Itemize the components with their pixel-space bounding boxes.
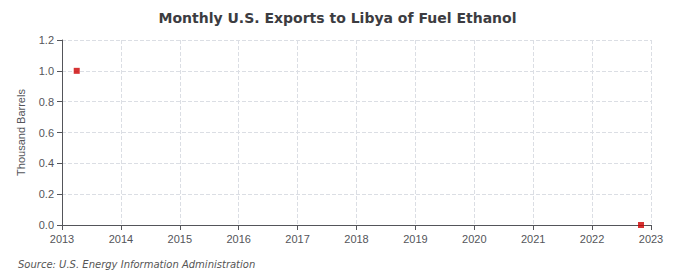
svg-text:2015: 2015	[168, 233, 192, 245]
svg-text:0.2: 0.2	[39, 188, 54, 200]
svg-text:0.6: 0.6	[39, 127, 54, 139]
svg-text:Thousand Barrels: Thousand Barrels	[15, 89, 27, 176]
svg-text:2014: 2014	[109, 233, 133, 245]
svg-text:1.0: 1.0	[39, 65, 54, 77]
svg-text:1.2: 1.2	[39, 34, 54, 46]
svg-text:Monthly U.S. Exports to Libya: Monthly U.S. Exports to Libya of Fuel Et…	[159, 10, 517, 26]
svg-text:2019: 2019	[403, 233, 427, 245]
svg-text:0.4: 0.4	[39, 157, 54, 169]
svg-text:Source: U.S. Energy Informatio: Source: U.S. Energy Information Administ…	[18, 259, 255, 270]
svg-text:2016: 2016	[226, 233, 250, 245]
svg-text:2021: 2021	[521, 233, 545, 245]
svg-text:2020: 2020	[462, 233, 486, 245]
svg-text:2013: 2013	[50, 233, 74, 245]
svg-text:0.8: 0.8	[39, 96, 54, 108]
svg-text:2022: 2022	[580, 233, 604, 245]
svg-text:2017: 2017	[285, 233, 309, 245]
svg-text:2018: 2018	[344, 233, 368, 245]
svg-text:0.0: 0.0	[39, 219, 54, 231]
svg-text:2023: 2023	[639, 233, 663, 245]
